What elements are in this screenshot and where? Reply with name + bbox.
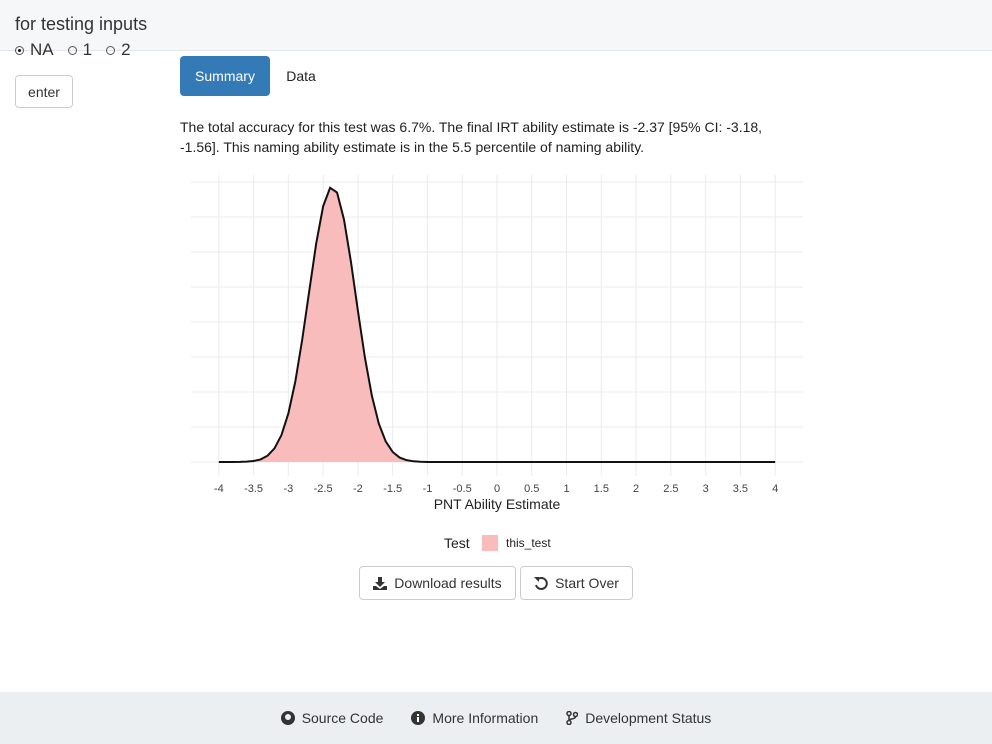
x-tick-label: 1 (563, 483, 569, 495)
reset-icon (534, 577, 548, 590)
link-label: Source Code (301, 710, 384, 726)
start-over-button[interactable]: Start Over (520, 566, 633, 600)
sidebar-title: for testing inputs (15, 14, 148, 34)
download-button[interactable]: Download results (359, 566, 516, 600)
x-tick-label: 1.5 (594, 483, 609, 495)
x-tick-label: -0.5 (453, 483, 472, 495)
download-icon (373, 576, 388, 590)
x-tick-label: -4 (214, 483, 224, 495)
button-label: Start Over (555, 575, 619, 591)
info-icon (411, 711, 426, 725)
x-tick-label: -3 (283, 483, 293, 495)
x-tick-label: 0 (494, 483, 500, 495)
radio-label: NA (30, 40, 54, 59)
x-tick-label: -2 (353, 483, 363, 495)
density-line (218, 186, 776, 463)
x-tick-label: 2 (633, 483, 639, 495)
footer-link[interactable]: Source Code (280, 710, 384, 726)
radio-group: NA 1 2 (15, 40, 131, 60)
x-tick-label: 4 (772, 483, 778, 495)
legend-title: Test (444, 535, 470, 551)
x-tick-label: 0.5 (524, 483, 539, 495)
radio-label: 2 (121, 40, 131, 59)
x-tick-label: 3 (703, 483, 709, 495)
radio-dot (15, 45, 24, 55)
tab-summary[interactable]: Summary (180, 56, 270, 96)
x-tick-label: -3.5 (244, 483, 263, 495)
x-tick-label: 2.5 (663, 483, 678, 495)
link-label: More Information (432, 710, 539, 726)
x-tick-label: -2.5 (314, 483, 333, 495)
legend-key (482, 535, 498, 551)
radio-dot (67, 45, 77, 55)
x-tick-label: 3.5 (733, 483, 748, 495)
legend-label: this_test (506, 536, 551, 550)
button-label: Download results (394, 575, 502, 591)
radio-label: 1 (82, 40, 93, 59)
footer: Source Code More Information Development… (0, 692, 992, 744)
radio-dot (106, 45, 116, 55)
github-icon (280, 711, 295, 725)
x-tick-label: -1 (423, 483, 433, 495)
density-chart: -4 -3.5 -3 -2.5 -2 -1.5 -1 -0.5 0 0.5 1 1.5 2 2.5 3 3.5… (191, 175, 803, 551)
branch-icon (566, 711, 579, 725)
link-label: Development Status (585, 710, 712, 726)
summary-text: The total accuracy for this test was 6.7… (180, 119, 763, 155)
footer-link[interactable]: Development Status (566, 710, 711, 726)
enter-button[interactable]: enter (15, 75, 73, 108)
top-bar (0, 0, 992, 51)
x-tick-label: -1.5 (383, 483, 402, 495)
radio-option[interactable]: NA (15, 40, 54, 60)
radio-option[interactable]: 2 (106, 40, 131, 60)
density-area (218, 187, 776, 462)
x-axis-title: PNT Ability Estimate (434, 496, 561, 512)
tab-data[interactable]: Data (286, 68, 316, 84)
footer-link[interactable]: More Information (411, 710, 538, 726)
radio-option[interactable]: 1 (67, 40, 93, 60)
